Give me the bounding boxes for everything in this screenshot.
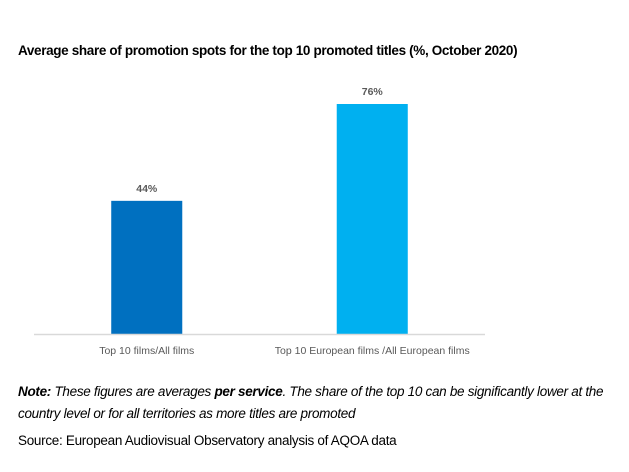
bar-chart: 44% Top 10 films/All films 76% Top 10 Europ… bbox=[34, 86, 485, 357]
note-text-1: These figures are averages bbox=[51, 384, 215, 399]
data-label-1: 44% bbox=[136, 183, 158, 195]
note-emphasis: per service bbox=[214, 384, 283, 399]
note-prefix: Note: bbox=[18, 384, 51, 399]
chart-source: Source: European Audiovisual Observatory… bbox=[18, 433, 397, 448]
category-label-2: Top 10 European films /All European film… bbox=[275, 345, 470, 357]
chart-title: Average share of promotion spots for the… bbox=[18, 43, 518, 58]
chart-note: Note: These figures are averages per ser… bbox=[18, 381, 623, 425]
bar-1 bbox=[111, 200, 183, 334]
bars-group bbox=[111, 104, 408, 334]
note-text-2: . The share of the top 10 can be signifi… bbox=[18, 384, 604, 421]
labels-group: 44% Top 10 films/All films 76% Top 10 Europ… bbox=[99, 86, 470, 357]
category-label-1: Top 10 films/All films bbox=[99, 345, 194, 357]
bar-2 bbox=[336, 104, 408, 334]
data-label-2: 76% bbox=[362, 86, 384, 98]
